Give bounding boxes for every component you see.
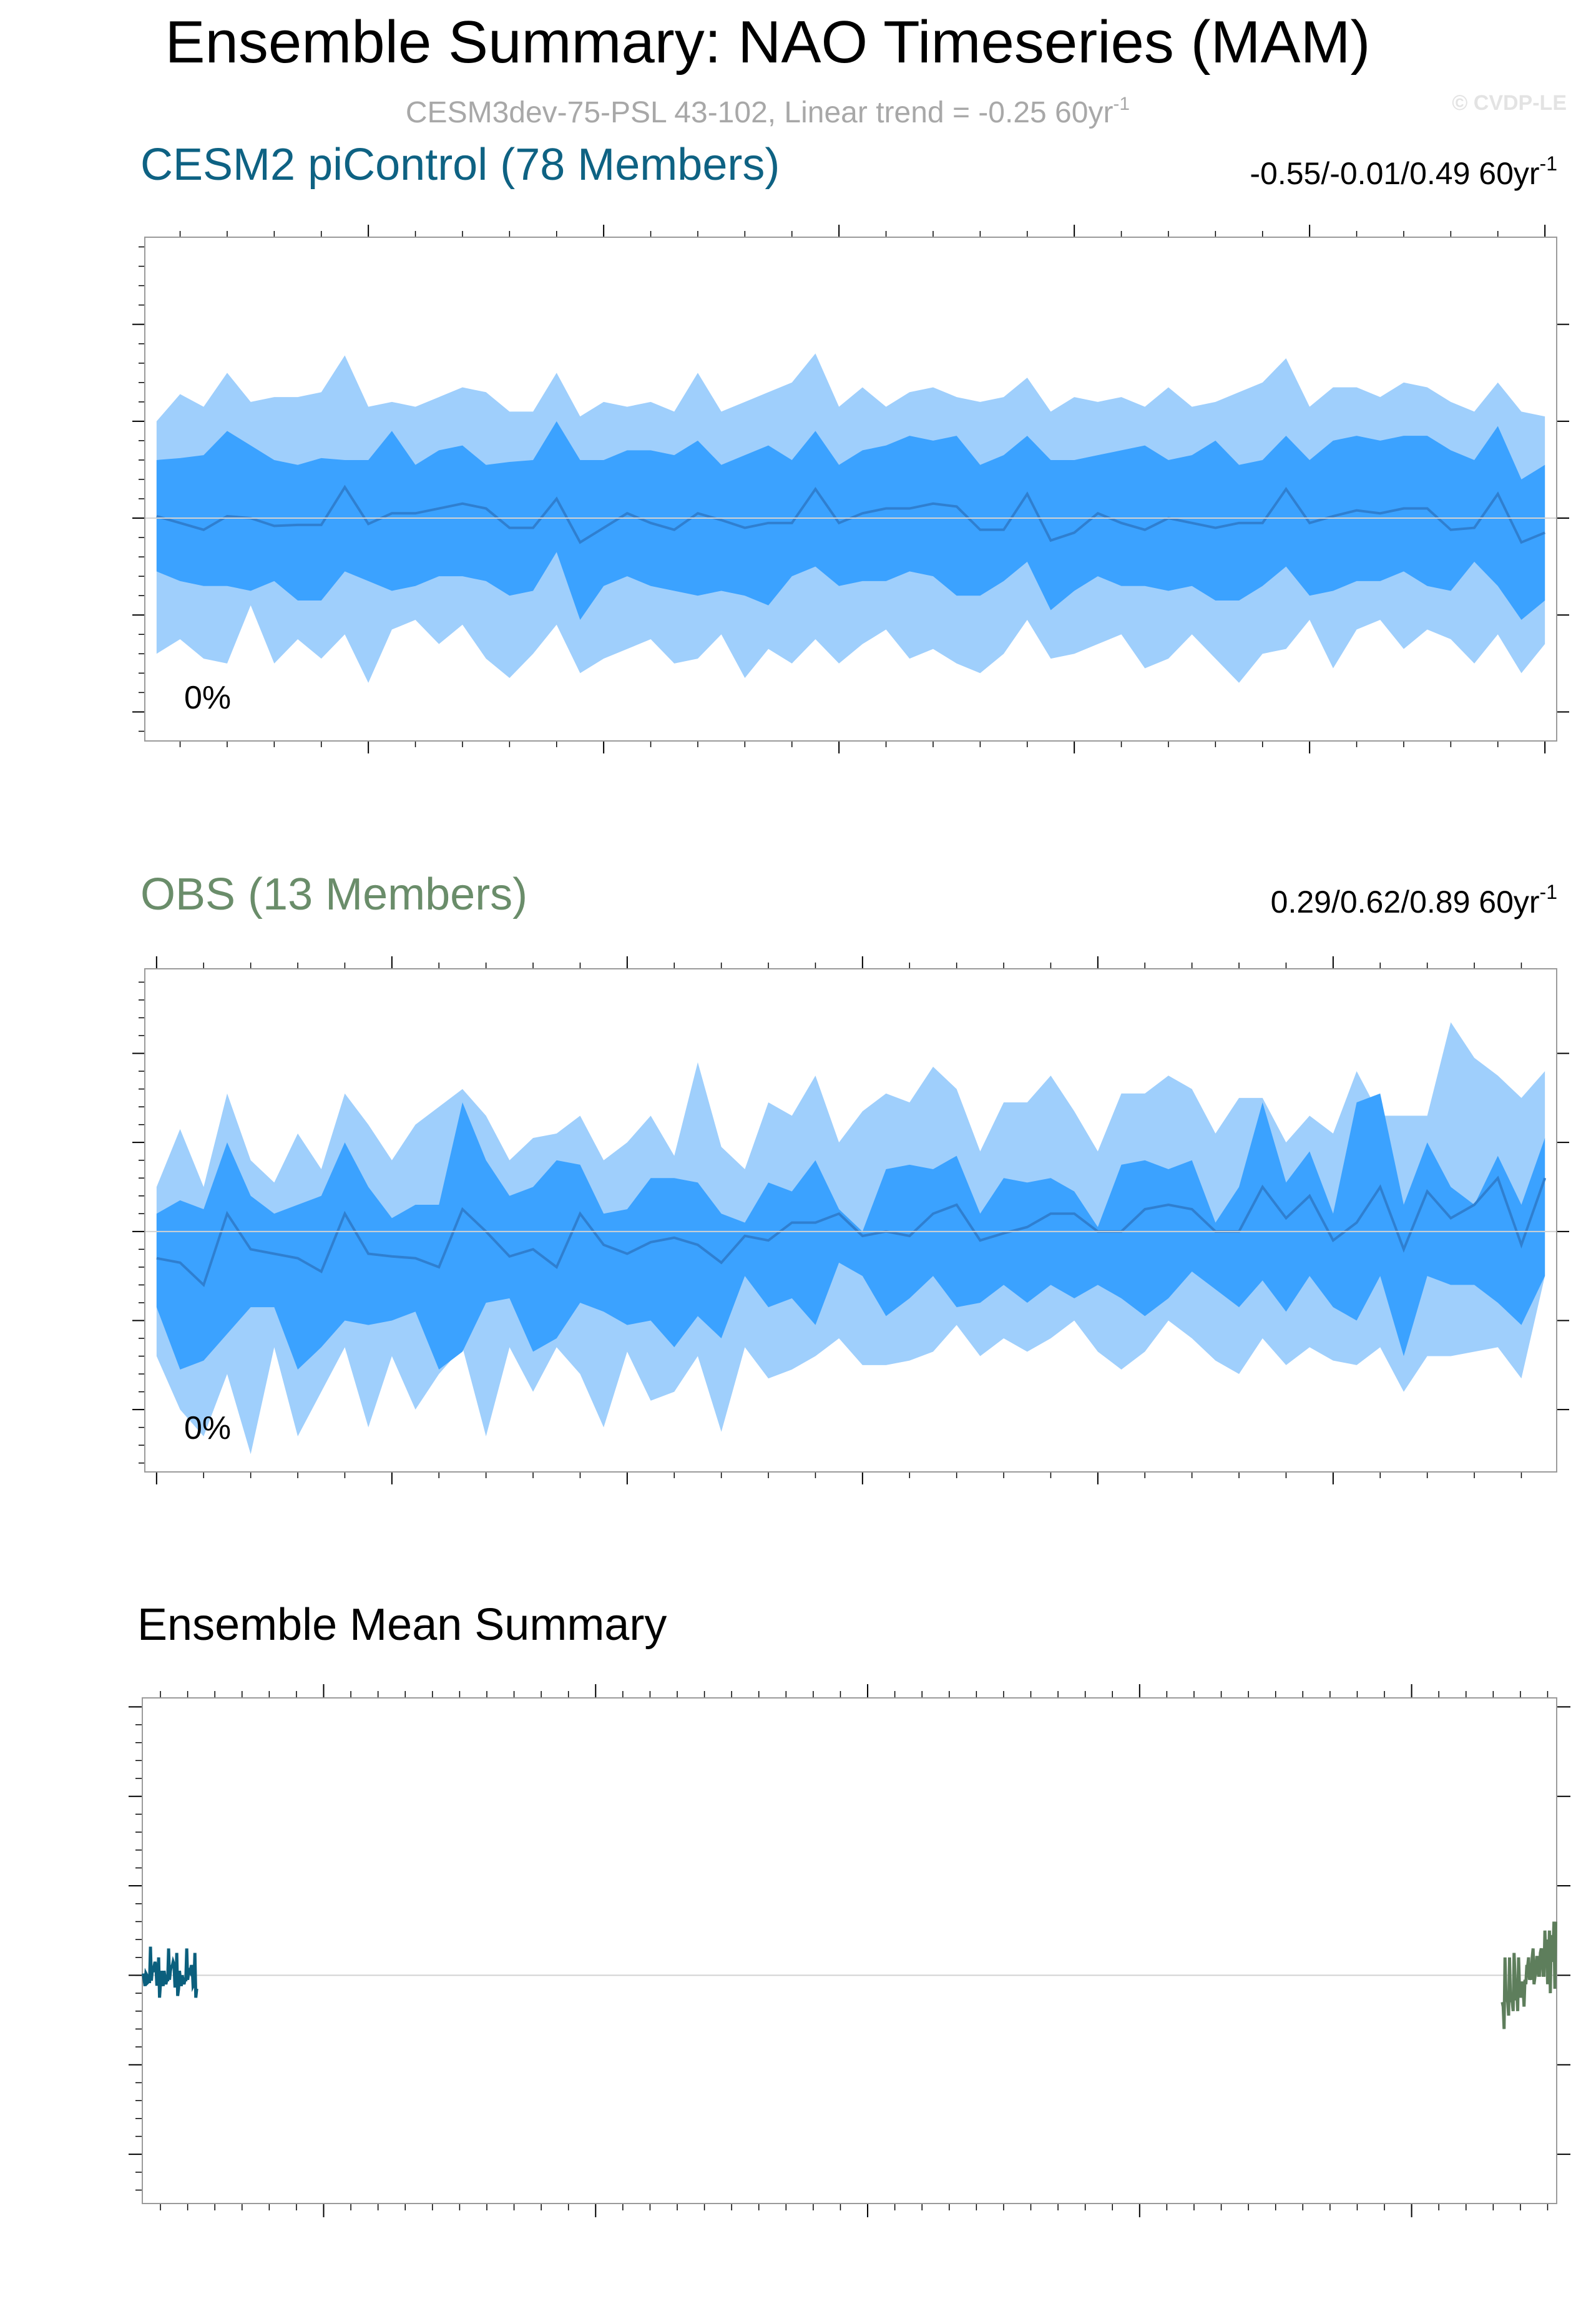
- model-band-25-75: [156, 421, 1545, 620]
- obs-panel-title: OBS (13 Members): [140, 870, 527, 919]
- model-trend-superscript: -1: [1540, 152, 1557, 175]
- obs-trend-label: 0.29/0.62/0.89 60yr-1: [1271, 881, 1557, 919]
- subtitle-text: CESM3dev-75-PSL 43-102, Linear trend = -…: [406, 96, 1114, 129]
- obs-frame: [144, 968, 1557, 1473]
- model-frame: [144, 237, 1557, 742]
- model-trend-label: -0.55/-0.01/0.49 60yr-1: [1250, 152, 1557, 191]
- figure-title: Ensemble Summary: NAO Timeseries (MAM): [165, 9, 1370, 76]
- summary-panel-title: Ensemble Mean Summary: [137, 1600, 667, 1650]
- obs-trend-text: 0.29/0.62/0.89 60yr: [1271, 885, 1540, 919]
- obs-ensemble-mean-line: [156, 1175, 1547, 1288]
- obs-panel-plot: [132, 956, 1569, 1484]
- obs-percent-annotation: 0%: [184, 1410, 231, 1446]
- summary-series-line-obs: [1501, 1921, 1558, 2029]
- obs-trend-superscript: -1: [1540, 881, 1557, 903]
- model-trend-text: -0.55/-0.01/0.49 60yr: [1250, 156, 1539, 191]
- model-panel-title: CESM2 piControl (78 Members): [140, 140, 780, 190]
- model-panel-plot: [132, 225, 1569, 753]
- summary-series-line-model: [141, 1946, 198, 1998]
- subtitle-superscript: -1: [1113, 94, 1130, 114]
- figure-subtitle: CESM3dev-75-PSL 43-102, Linear trend = -…: [406, 94, 1130, 129]
- summary-panel-plot: [129, 1684, 1570, 2217]
- model-percent-annotation: 0%: [184, 680, 231, 716]
- cvdp-watermark: © CVDP-LE: [1452, 91, 1567, 115]
